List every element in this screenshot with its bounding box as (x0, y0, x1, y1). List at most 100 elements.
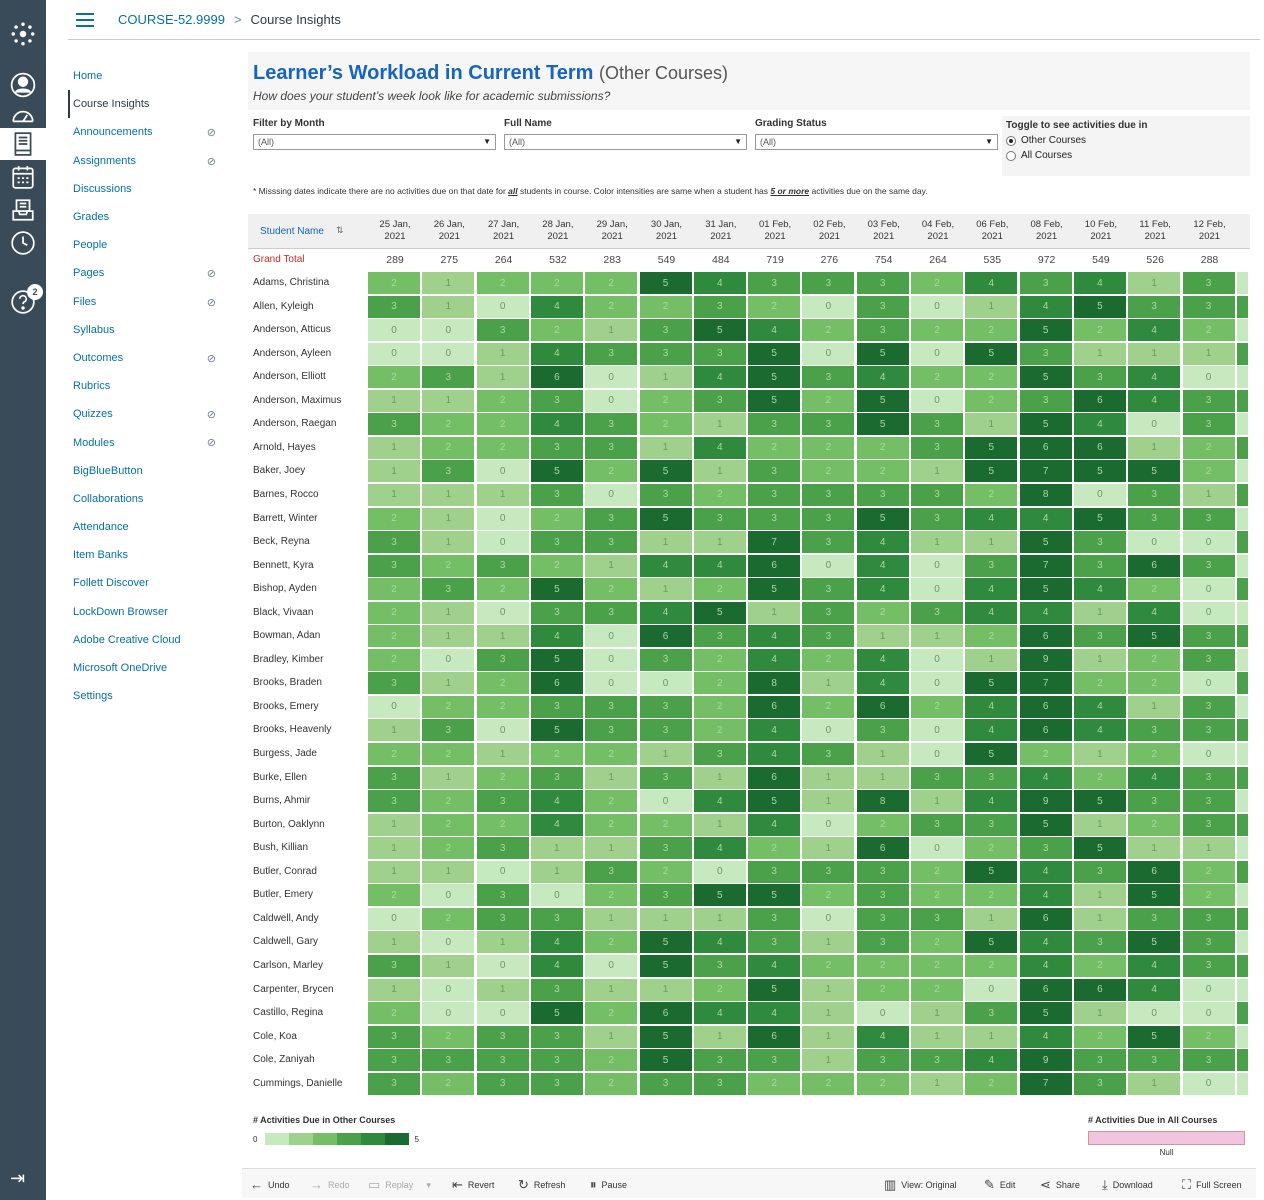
heatmap-cell[interactable]: 1 (802, 931, 856, 955)
heatmap-cell[interactable]: 5 (530, 648, 584, 672)
heatmap-cell[interactable]: 5 (1128, 931, 1182, 955)
heatmap-cell[interactable]: 1 (368, 483, 421, 507)
heatmap-cell[interactable]: 3 (911, 766, 964, 790)
heatmap-cell[interactable]: 4 (530, 790, 584, 814)
heatmap-cell[interactable]: 4 (530, 931, 584, 955)
heatmap-cell[interactable]: 3 (1182, 954, 1236, 978)
breadcrumb-course-link[interactable]: COURSE-52.9999 (118, 12, 225, 27)
heatmap-cell[interactable]: 6 (530, 672, 584, 696)
heatmap-cell[interactable]: 0 (368, 319, 421, 343)
heatmap-cell[interactable]: 2 (585, 884, 639, 908)
heatmap-cell[interactable]: 5 (1019, 531, 1073, 555)
heatmap-cell[interactable]: 0 (1182, 601, 1236, 625)
heatmap-cell[interactable]: 3 (748, 460, 802, 484)
heatmap-cell[interactable]: 0 (422, 342, 476, 366)
heatmap-cell[interactable]: 3 (639, 695, 693, 719)
heatmap-cell[interactable]: 2 (476, 389, 530, 413)
heatmap-cell[interactable]: 6 (530, 366, 584, 390)
heatmap-cell[interactable]: 3 (1128, 907, 1182, 931)
heatmap-cell[interactable]: 2 (802, 319, 856, 343)
heatmap-cell[interactable]: 3 (748, 931, 802, 955)
admin-dashboard-icon[interactable] (7, 100, 39, 132)
heatmap-cell[interactable]: 2 (965, 954, 1019, 978)
heatmap-cell[interactable]: 5 (748, 578, 802, 602)
heatmap-cell[interactable]: 4 (530, 954, 584, 978)
heatmap-cell[interactable]: 1 (911, 790, 964, 814)
heatmap-cell[interactable]: 5 (693, 884, 747, 908)
revert-button[interactable]: ⇤ Revert (452, 1177, 495, 1192)
history-clock-icon[interactable] (7, 227, 39, 259)
heatmap-cell[interactable]: 3 (1182, 648, 1236, 672)
heatmap-cell[interactable]: 2 (422, 1025, 476, 1049)
heatmap-cell[interactable]: 4 (1073, 578, 1127, 602)
heatmap-cell[interactable]: 5 (965, 860, 1019, 884)
heatmap-cell[interactable]: 3 (585, 507, 639, 531)
heatmap-cell[interactable]: 0 (802, 554, 856, 578)
heatmap-cell[interactable]: 2 (965, 483, 1019, 507)
heatmap-cell[interactable]: 2 (368, 601, 421, 625)
heatmap-cell[interactable]: 2 (748, 1072, 802, 1096)
heatmap-cell[interactable]: 3 (1182, 931, 1236, 955)
course-nav-item[interactable]: Grades (68, 203, 228, 231)
student-name[interactable]: Cole, Koa (253, 1030, 297, 1042)
heatmap-cell[interactable]: 4 (1019, 954, 1073, 978)
heatmap-cell[interactable]: 2 (965, 1072, 1019, 1096)
heatmap-cell[interactable]: 4 (693, 837, 747, 861)
heatmap-cell[interactable]: 3 (911, 907, 964, 931)
heatmap-cell[interactable]: 3 (802, 507, 856, 531)
heatmap-cell[interactable]: 7 (1019, 1072, 1073, 1096)
heatmap-cell[interactable]: 3 (802, 483, 856, 507)
heatmap-cell[interactable]: 2 (965, 389, 1019, 413)
heatmap-cell[interactable]: 1 (368, 931, 421, 955)
heatmap-cell[interactable]: 2 (748, 837, 802, 861)
heatmap-cell[interactable]: 5 (530, 578, 584, 602)
heatmap-cell[interactable]: 0 (802, 813, 856, 837)
heatmap-cell[interactable]: 5 (1019, 366, 1073, 390)
heatmap-cell[interactable]: 5 (639, 1025, 693, 1049)
heatmap-cell[interactable]: 4 (639, 554, 693, 578)
heatmap-cell[interactable]: 2 (368, 507, 421, 531)
heatmap-cell[interactable]: 1 (802, 1002, 856, 1026)
heatmap-cell[interactable]: 3 (368, 531, 421, 555)
heatmap-cell[interactable]: 0 (476, 954, 530, 978)
heatmap-cell[interactable]: 2 (368, 625, 421, 649)
heatmap-cell[interactable]: 3 (585, 695, 639, 719)
heatmap-cell[interactable]: 2 (911, 884, 964, 908)
student-name[interactable]: Burgess, Jade (253, 748, 317, 759)
heatmap-cell[interactable]: 4 (748, 719, 802, 743)
heatmap-cell[interactable]: 1 (368, 460, 421, 484)
heatmap-cell[interactable]: 1 (911, 1025, 964, 1049)
heatmap-cell[interactable]: 2 (965, 625, 1019, 649)
student-name[interactable]: Butler, Emery (253, 889, 314, 901)
heatmap-cell[interactable]: 5 (1128, 1025, 1182, 1049)
heatmap-cell[interactable]: 7 (748, 531, 802, 555)
course-nav-item[interactable]: Microsoft OneDrive (68, 654, 228, 682)
heatmap-cell[interactable]: 3 (585, 719, 639, 743)
heatmap-cell[interactable]: 4 (693, 1002, 747, 1026)
heatmap-cell[interactable]: 1 (1073, 1002, 1127, 1026)
heatmap-cell[interactable]: 3 (693, 625, 747, 649)
heatmap-cell[interactable]: 4 (1019, 860, 1073, 884)
heatmap-cell[interactable]: 3 (802, 743, 856, 766)
heatmap-cell[interactable]: 8 (856, 790, 910, 814)
heatmap-cell[interactable]: 2 (585, 1049, 639, 1073)
heatmap-cell[interactable]: 2 (639, 860, 693, 884)
filter-full-name-select[interactable]: (All) ▼ (504, 134, 747, 150)
heatmap-cell[interactable]: 3 (476, 907, 530, 931)
heatmap-cell[interactable]: 2 (693, 648, 747, 672)
heatmap-cell[interactable]: 2 (693, 672, 747, 696)
heatmap-cell[interactable]: 3 (1182, 295, 1236, 319)
heatmap-cell[interactable]: 5 (748, 389, 802, 413)
heatmap-cell[interactable]: 6 (1019, 436, 1073, 460)
heatmap-cell[interactable]: 1 (911, 531, 964, 555)
heatmap-cell[interactable]: 3 (802, 366, 856, 390)
heatmap-cell[interactable]: 1 (476, 743, 530, 766)
heatmap-cell[interactable]: 2 (1182, 319, 1236, 343)
heatmap-cell[interactable]: 1 (530, 860, 584, 884)
heatmap-cell[interactable]: 3 (476, 648, 530, 672)
heatmap-cell[interactable]: 7 (1019, 554, 1073, 578)
heatmap-cell[interactable]: 0 (585, 389, 639, 413)
heatmap-cell[interactable]: 5 (639, 507, 693, 531)
heatmap-cell[interactable]: 4 (1019, 884, 1073, 908)
refresh-button[interactable]: ↻ Refresh (518, 1177, 566, 1192)
